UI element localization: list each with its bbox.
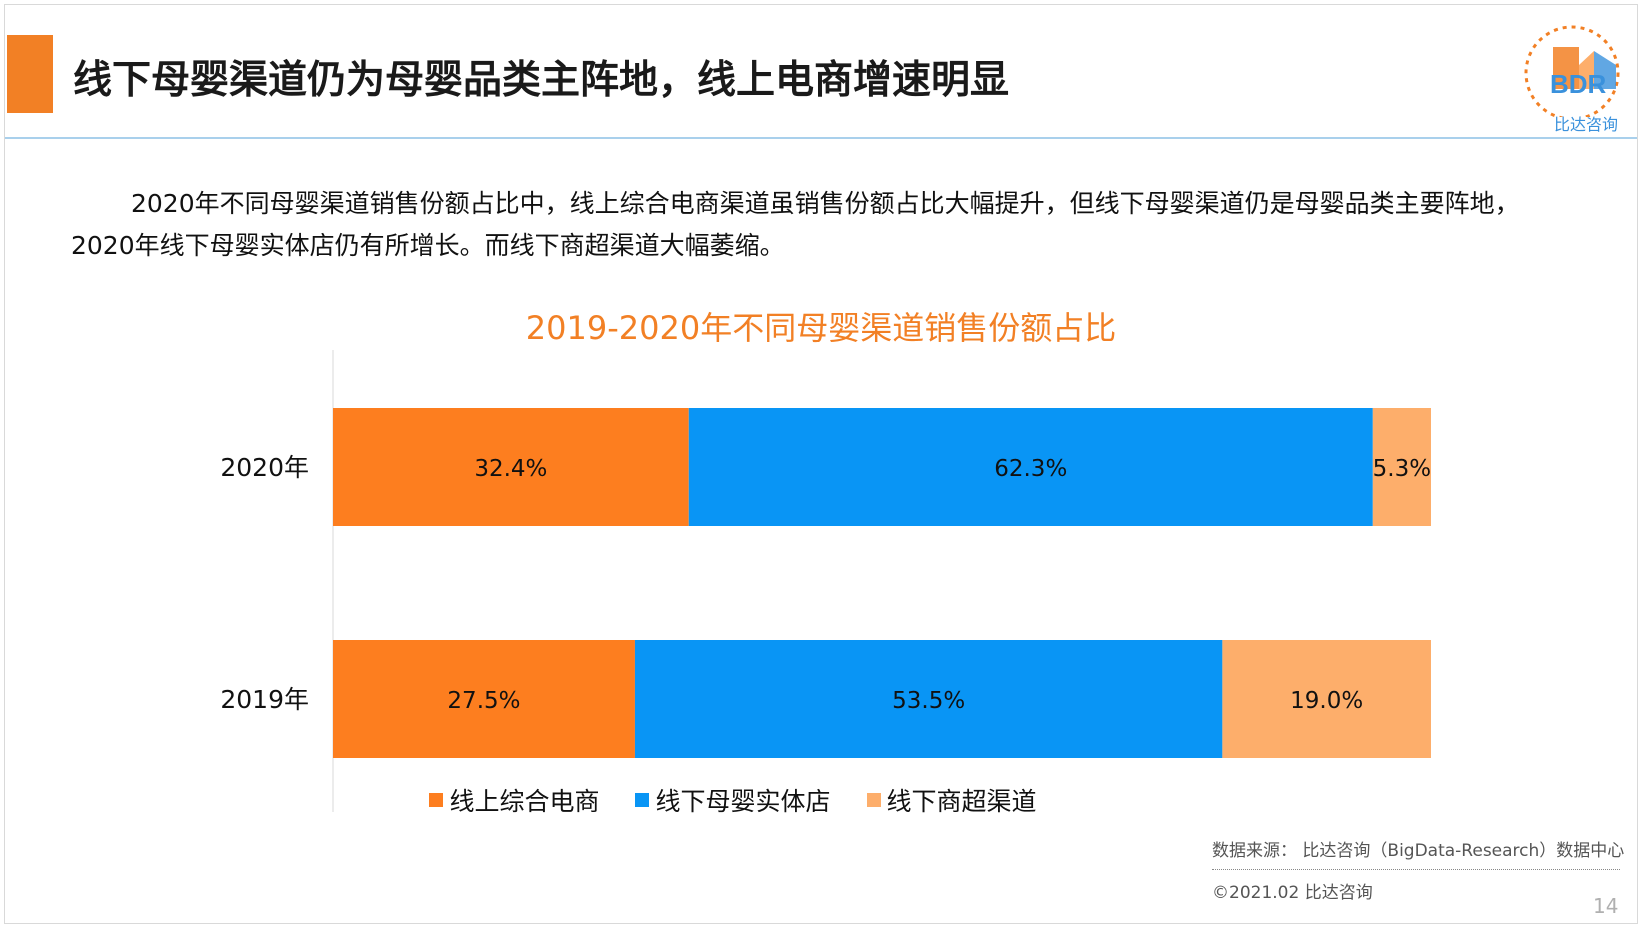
logo-brand-text: BDR — [1550, 69, 1607, 99]
legend-label-offline-store: 线下母婴实体店 — [655, 787, 831, 816]
source-divider — [1212, 869, 1620, 870]
chart-legend: 线上综合电商 线下母婴实体店 线下商超渠道 — [0, 782, 1555, 818]
category-label: 2019年 — [220, 685, 309, 714]
page-number: 14 — [1593, 894, 1619, 918]
legend-item-online: 线上综合电商 — [429, 782, 599, 818]
bdr-logo: BDR 比达咨询 — [1520, 17, 1630, 134]
chart-title: 2019-2020年不同母婴渠道销售份额占比 — [525, 309, 1117, 347]
data-label: 32.4% — [474, 456, 547, 482]
legend-swatch-online — [429, 793, 444, 807]
copyright: ©2021.02 比达咨询 — [1212, 883, 1373, 903]
data-label: 27.5% — [447, 688, 520, 714]
data-label: 19.0% — [1290, 688, 1363, 714]
legend-swatch-offline-store — [635, 793, 650, 807]
legend-item-supermarket: 线下商超渠道 — [866, 782, 1037, 818]
legend-swatch-supermarket — [866, 793, 881, 807]
data-label: 62.3% — [994, 456, 1067, 482]
title-accent-bar — [7, 35, 53, 113]
logo-caption: 比达咨询 — [1554, 115, 1619, 134]
intro-paragraph: 2020年不同母婴渠道销售份额占比中，线上综合电商渠道虽销售份额占比大幅提升，但… — [71, 189, 1520, 260]
legend-label-supermarket: 线下商超渠道 — [886, 787, 1037, 816]
title-divider — [5, 137, 1637, 139]
slide-title: 线下母婴渠道仍为母婴品类主阵地，线上电商增速明显 — [73, 58, 1010, 103]
legend-item-offline-store: 线下母婴实体店 — [635, 782, 831, 818]
legend-label-online: 线上综合电商 — [449, 787, 600, 816]
bar-segment — [688, 408, 1373, 526]
bar-segment — [1222, 640, 1431, 758]
bdr-logo-icon: BDR — [1524, 25, 1620, 117]
data-label: 5.3% — [1373, 456, 1431, 482]
data-source: 数据来源： 比达咨询（BigData-Research）数据中心 — [1212, 841, 1625, 861]
bar-segment — [333, 408, 689, 526]
data-label: 53.5% — [892, 688, 965, 714]
bar-segment — [333, 640, 635, 758]
category-label: 2020年 — [220, 453, 309, 482]
bar-segment — [634, 640, 1223, 758]
bar-segment — [1372, 408, 1431, 526]
